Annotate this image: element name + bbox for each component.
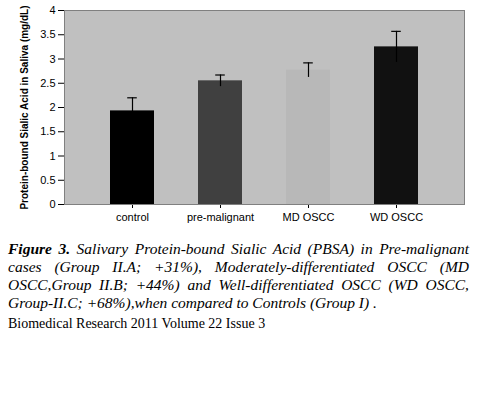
svg-text:0.5: 0.5 [40, 174, 55, 186]
svg-text:0: 0 [49, 198, 55, 210]
svg-text:MD OSCC: MD OSCC [283, 211, 335, 223]
svg-text:1.5: 1.5 [40, 125, 55, 137]
svg-text:3: 3 [49, 53, 55, 65]
svg-text:2.5: 2.5 [40, 77, 55, 89]
svg-text:Protein-bound Sialic Acid in S: Protein-bound Sialic Acid in Saliva (mg/… [19, 5, 30, 209]
svg-text:pre-malignant: pre-malignant [187, 211, 254, 223]
svg-text:control: control [116, 211, 149, 223]
svg-text:WD OSCC: WD OSCC [370, 211, 423, 223]
html-text:Figure 3. Salivary Protein-bou: Figure 3. Salivary Protein-bound Sialic … [8, 240, 469, 311]
svg-text:1: 1 [49, 150, 55, 162]
svg-text:4: 4 [49, 4, 55, 16]
svg-text:3.5: 3.5 [40, 28, 55, 40]
html-text:Biomedical Research 2011 Volum: Biomedical Research 2011 Volume 22 Issue… [8, 316, 266, 331]
svg-text:2: 2 [49, 101, 55, 113]
